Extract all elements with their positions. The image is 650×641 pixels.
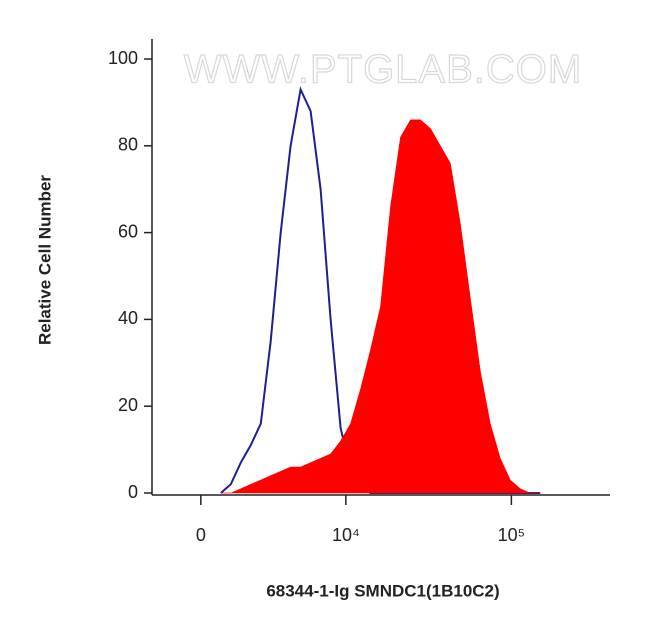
x-axis-title: 68344-1-Ig SMNDC1(1B10C2) <box>266 581 499 600</box>
y-tick-label: 60 <box>118 221 138 241</box>
x-tick-label: 0 <box>196 525 206 545</box>
x-tick-label: 10⁵ <box>498 525 525 545</box>
y-tick-label: 40 <box>118 308 138 328</box>
y-tick-label: 20 <box>118 395 138 415</box>
y-tick-label: 80 <box>118 135 138 155</box>
y-tick-label: 100 <box>108 48 138 68</box>
y-axis-title: Relative Cell Number <box>35 175 54 345</box>
y-tick-label: 0 <box>128 482 138 502</box>
area <box>220 119 541 494</box>
watermark: WWW.PTGLAB.COM <box>184 48 582 92</box>
x-tick-label: 10⁴ <box>332 525 360 545</box>
